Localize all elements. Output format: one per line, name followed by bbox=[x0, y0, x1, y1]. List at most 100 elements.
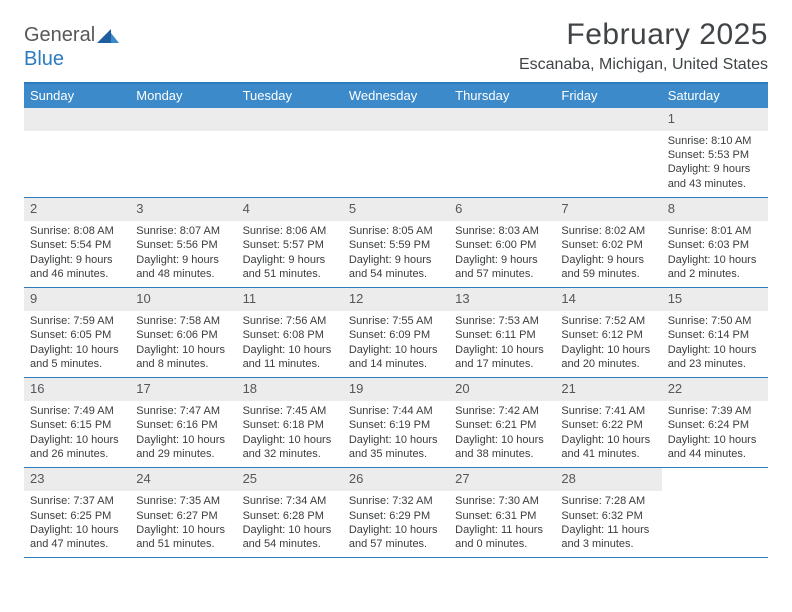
sunset-line: Sunset: 6:06 PM bbox=[136, 328, 230, 342]
calendar-cell: 14 Sunrise: 7:52 AMSunset: 6:12 PMDayligh… bbox=[555, 288, 661, 377]
daylight-line: Daylight: 10 hours and 8 minutes. bbox=[136, 343, 230, 372]
cell-body: Sunrise: 8:02 AMSunset: 6:02 PMDaylight:… bbox=[555, 221, 661, 287]
day-number bbox=[343, 108, 449, 131]
day-header-thu: Thursday bbox=[449, 84, 555, 108]
calendar-cell: 21Sunrise: 7:41 AMSunset: 6:22 PMDayligh… bbox=[555, 378, 661, 467]
sunset-line: Sunset: 5:57 PM bbox=[243, 238, 337, 252]
cell-body: Sunrise: 7:58 AMSunset: 6:06 PMDaylight:… bbox=[130, 311, 236, 377]
cell-body: Sunrise: 7:30 AMSunset: 6:31 PMDaylight:… bbox=[449, 491, 555, 557]
sunset-line: Sunset: 6:00 PM bbox=[455, 238, 549, 252]
day-number: 17 bbox=[130, 378, 236, 401]
calendar-cell: 3Sunrise: 8:07 AMSunset: 5:56 PMDaylight… bbox=[130, 198, 236, 287]
calendar-cell bbox=[130, 108, 236, 197]
day-number bbox=[237, 108, 343, 131]
daylight-line: Daylight: 9 hours and 51 minutes. bbox=[243, 253, 337, 282]
sunrise-line: Sunrise: 7:58 AM bbox=[136, 314, 230, 328]
day-number: 20 bbox=[449, 378, 555, 401]
calendar-cell: 9Sunrise: 7:59 AMSunset: 6:05 PMDaylight… bbox=[24, 288, 130, 377]
cell-body: Sunrise: 8:01 AMSunset: 6:03 PMDaylight:… bbox=[662, 221, 768, 287]
sunrise-line: Sunrise: 7:52 AM bbox=[561, 314, 655, 328]
sunset-line: Sunset: 6:15 PM bbox=[30, 418, 124, 432]
day-number bbox=[662, 468, 768, 491]
daylight-line: Daylight: 10 hours and 41 minutes. bbox=[561, 433, 655, 462]
day-number: 6 bbox=[449, 198, 555, 221]
logo-blue: Blue bbox=[24, 48, 64, 70]
calendar-cell bbox=[24, 108, 130, 197]
day-number: 25 bbox=[237, 468, 343, 491]
header: General Blue February 2025 Escanaba, Mic… bbox=[24, 18, 768, 74]
sunrise-line: Sunrise: 8:05 AM bbox=[349, 224, 443, 238]
week-row: 2 Sunrise: 8:08 AMSunset: 5:54 PM Daylight… bbox=[24, 198, 768, 288]
calendar-cell: 8Sunrise: 8:01 AMSunset: 6:03 PMDaylight… bbox=[662, 198, 768, 287]
sunset-line: Sunset: 6:12 PM bbox=[561, 328, 655, 342]
sunrise-line: Sunrise: 7:47 AM bbox=[136, 404, 230, 418]
sunrise-line: Sunrise: 8:02 AM bbox=[561, 224, 655, 238]
daylight-line: Daylight: 10 hours and 51 minutes. bbox=[136, 523, 230, 552]
sunset-line: Sunset: 6:02 PM bbox=[561, 238, 655, 252]
calendar-cell: 27Sunrise: 7:30 AMSunset: 6:31 PMDayligh… bbox=[449, 468, 555, 557]
sunset-line: Sunset: 5:59 PM bbox=[349, 238, 443, 252]
day-header-sun: Sunday bbox=[24, 84, 130, 108]
calendar-cell: 22Sunrise: 7:39 AMSunset: 6:24 PMDayligh… bbox=[662, 378, 768, 467]
calendar-cell: 24Sunrise: 7:35 AMSunset: 6:27 PMDayligh… bbox=[130, 468, 236, 557]
sunset-line: Sunset: 6:25 PM bbox=[30, 509, 124, 523]
sunrise-line: Sunrise: 7:37 AM bbox=[30, 494, 124, 508]
sunrise-line: Sunrise: 7:59 AM bbox=[30, 314, 124, 328]
week-row: 16Sunrise: 7:49 AMSunset: 6:15 PMDayligh… bbox=[24, 378, 768, 468]
daylight-line: Daylight: 10 hours and 11 minutes. bbox=[243, 343, 337, 372]
day-number: 5 bbox=[343, 198, 449, 221]
sunrise-line: Sunrise: 7:44 AM bbox=[349, 404, 443, 418]
day-number: 14 bbox=[555, 288, 661, 311]
sunset-line: Sunset: 6:19 PM bbox=[349, 418, 443, 432]
sunrise-line: Sunrise: 7:53 AM bbox=[455, 314, 549, 328]
cell-body: Sunrise: 7:47 AMSunset: 6:16 PMDaylight:… bbox=[130, 401, 236, 467]
cell-body: Sunrise: 7:34 AMSunset: 6:28 PMDaylight:… bbox=[237, 491, 343, 557]
day-number: 26 bbox=[343, 468, 449, 491]
sunrise-line: Sunrise: 8:08 AM bbox=[30, 224, 124, 238]
cell-body bbox=[343, 131, 449, 140]
logo: General Blue bbox=[24, 24, 119, 71]
cell-body: Sunrise: 7:35 AMSunset: 6:27 PMDaylight:… bbox=[130, 491, 236, 557]
week-row: 1Sunrise: 8:10 AMSunset: 5:53 PMDaylight… bbox=[24, 108, 768, 198]
daylight-line: Daylight: 9 hours and 48 minutes. bbox=[136, 253, 230, 282]
daylight-line: Daylight: 10 hours and 29 minutes. bbox=[136, 433, 230, 462]
calendar-cell: 11Sunrise: 7:56 AMSunset: 6:08 PMDayligh… bbox=[237, 288, 343, 377]
sunrise-line: Sunrise: 7:50 AM bbox=[668, 314, 762, 328]
calendar-cell: 18Sunrise: 7:45 AMSunset: 6:18 PMDayligh… bbox=[237, 378, 343, 467]
sunset-line: Sunset: 6:03 PM bbox=[668, 238, 762, 252]
day-number: 2 bbox=[24, 198, 130, 221]
sunset-line: Sunset: 5:54 PM bbox=[30, 238, 124, 252]
day-number: 18 bbox=[237, 378, 343, 401]
calendar-cell: 13Sunrise: 7:53 AMSunset: 6:11 PMDayligh… bbox=[449, 288, 555, 377]
cell-body: Sunrise: 7:37 AMSunset: 6:25 PMDaylight:… bbox=[24, 491, 130, 557]
sunset-line: Sunset: 6:24 PM bbox=[668, 418, 762, 432]
cell-body bbox=[449, 131, 555, 140]
week-row: 9Sunrise: 7:59 AMSunset: 6:05 PMDaylight… bbox=[24, 288, 768, 378]
cell-body: Sunrise: 7:59 AMSunset: 6:05 PMDaylight:… bbox=[24, 311, 130, 377]
calendar-cell: 4Sunrise: 8:06 AMSunset: 5:57 PMDaylight… bbox=[237, 198, 343, 287]
sunset-line: Sunset: 6:08 PM bbox=[243, 328, 337, 342]
cell-body: Sunrise: 7:49 AMSunset: 6:15 PMDaylight:… bbox=[24, 401, 130, 467]
calendar-cell: 1Sunrise: 8:10 AMSunset: 5:53 PMDaylight… bbox=[662, 108, 768, 197]
cell-body: Sunrise: 7:55 AMSunset: 6:09 PMDaylight:… bbox=[343, 311, 449, 377]
sunrise-line: Sunrise: 7:32 AM bbox=[349, 494, 443, 508]
sunrise-line: Sunrise: 7:49 AM bbox=[30, 404, 124, 418]
daylight-line: Daylight: 11 hours and 0 minutes. bbox=[455, 523, 549, 552]
calendar-cell: 19Sunrise: 7:44 AMSunset: 6:19 PMDayligh… bbox=[343, 378, 449, 467]
cell-body: Sunrise: 7:56 AMSunset: 6:08 PMDaylight:… bbox=[237, 311, 343, 377]
cell-body: Sunrise: 7:32 AMSunset: 6:29 PMDaylight:… bbox=[343, 491, 449, 557]
day-header-sat: Saturday bbox=[662, 84, 768, 108]
day-number: 16 bbox=[24, 378, 130, 401]
calendar-cell: 20Sunrise: 7:42 AMSunset: 6:21 PMDayligh… bbox=[449, 378, 555, 467]
daylight-line: Daylight: 10 hours and 20 minutes. bbox=[561, 343, 655, 372]
cell-body bbox=[555, 131, 661, 140]
sunset-line: Sunset: 6:28 PM bbox=[243, 509, 337, 523]
day-number bbox=[24, 108, 130, 131]
day-number: 10 bbox=[130, 288, 236, 311]
day-number: 27 bbox=[449, 468, 555, 491]
location-text: Escanaba, Michigan, United States bbox=[519, 56, 768, 74]
daylight-line: Daylight: 10 hours and 17 minutes. bbox=[455, 343, 549, 372]
cell-body bbox=[237, 131, 343, 140]
sunset-line: Sunset: 6:22 PM bbox=[561, 418, 655, 432]
cell-body bbox=[24, 131, 130, 140]
